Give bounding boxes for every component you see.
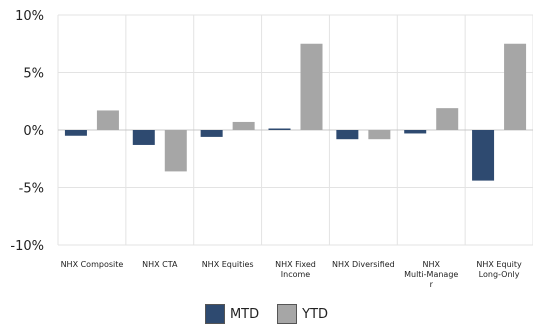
x-tick-label: NHX Equity Long-Only — [476, 260, 522, 279]
bar-ytd — [300, 43, 323, 130]
bar-ytd — [368, 130, 391, 140]
bar-ytd — [96, 110, 119, 130]
legend-swatch-mtd — [204, 304, 225, 324]
legend-swatch-ytd — [277, 304, 298, 324]
bar-mtd — [268, 128, 291, 130]
gridlines — [57, 14, 533, 246]
legend-label-mtd: MTD — [229, 306, 260, 322]
bar-ytd — [232, 121, 255, 130]
x-tick-label: NHX Fixed Income — [275, 260, 316, 279]
bar-ytd — [164, 130, 187, 172]
bar-mtd — [472, 130, 495, 181]
bar-ytd — [436, 108, 459, 130]
y-tick-label: 5% — [23, 67, 44, 82]
x-tick-label: NHX Multi-Manage r — [404, 260, 458, 289]
bar-mtd — [404, 130, 427, 134]
x-axis-tick-labels: NHX Composite NHX CTA NHX Equities NHX Fixe… — [61, 260, 522, 289]
x-tick-label: NHX Composite — [61, 260, 124, 269]
y-tick-label: -10% — [10, 239, 44, 254]
bar-mtd — [200, 130, 223, 137]
bar-mtd — [132, 130, 155, 145]
legend: MTD YTD — [0, 304, 533, 324]
bar-mtd — [64, 130, 87, 136]
bars — [64, 43, 527, 181]
bar-ytd — [504, 43, 527, 130]
legend-item-ytd: YTD — [277, 304, 328, 324]
y-tick-label: 0% — [23, 124, 44, 139]
x-tick-label: NHX Diversified — [332, 260, 395, 269]
y-tick-label: -5% — [19, 182, 44, 197]
x-tick-label: NHX Equities — [202, 260, 254, 269]
bar-mtd — [336, 130, 359, 140]
y-tick-label: 10% — [15, 9, 44, 24]
y-axis-tick-labels: 10% 5% 0% -5% -10% — [10, 9, 44, 254]
legend-label-ytd: YTD — [302, 306, 329, 322]
legend-item-mtd: MTD — [204, 304, 260, 324]
bar-chart: 10% 5% 0% -5% -10% NHX Composite NHX CTA NHX E… — [10, 9, 533, 289]
x-tick-label: NHX CTA — [142, 260, 178, 269]
